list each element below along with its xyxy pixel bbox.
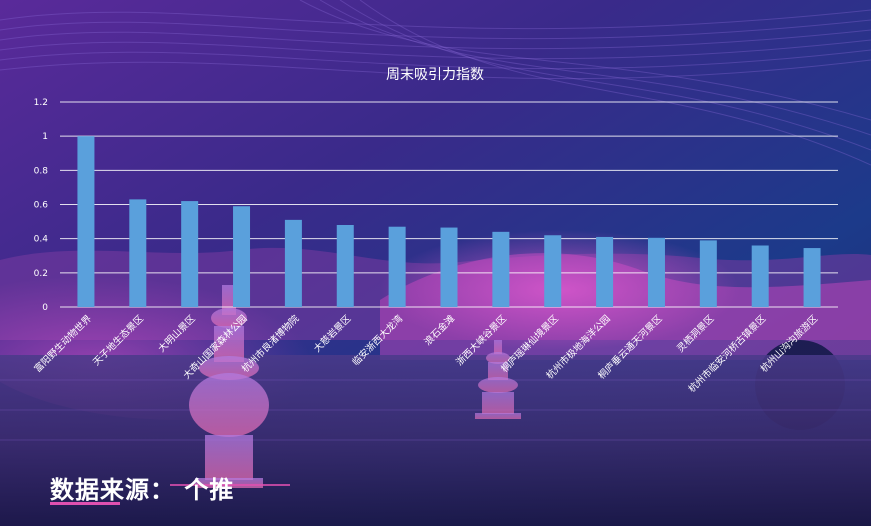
bar xyxy=(803,248,821,307)
y-axis-ticks: 0 0.2 0.4 0.6 0.8 1 1.2 xyxy=(34,98,49,313)
x-category-label: 浪石金滩 xyxy=(422,312,458,348)
chart-title: 周末吸引力指数 xyxy=(386,67,484,83)
bar xyxy=(492,231,510,307)
x-category-label: 天子地生态景区 xyxy=(90,312,146,368)
x-category-label: 大明山景区 xyxy=(156,312,198,354)
bar xyxy=(336,225,354,307)
bar xyxy=(284,219,302,307)
y-tick-label: 0 xyxy=(42,303,48,313)
y-tick-label: 1 xyxy=(42,132,48,142)
x-category-label: 临安浙西大龙湾 xyxy=(350,312,406,368)
bar xyxy=(388,226,406,307)
bar xyxy=(647,237,665,307)
bar xyxy=(77,136,95,307)
x-category-label: 浙西大峡谷景区 xyxy=(453,312,509,368)
bars xyxy=(77,136,821,307)
bar xyxy=(544,235,562,307)
bar xyxy=(699,240,717,307)
y-tick-label: 1.2 xyxy=(34,98,48,108)
x-category-label: 富阳野生动物世界 xyxy=(32,312,95,375)
source-caption: 数据来源： 个推 xyxy=(50,476,235,504)
x-category-label: 灵栖洞景区 xyxy=(674,312,716,354)
bar xyxy=(129,199,147,307)
y-tick-label: 0.4 xyxy=(34,235,49,245)
y-tick-label: 0.2 xyxy=(34,269,48,279)
bar xyxy=(181,201,199,307)
bar xyxy=(440,227,458,307)
y-tick-label: 0.6 xyxy=(34,201,49,211)
x-category-label: 大慈岩景区 xyxy=(311,312,353,354)
bar xyxy=(596,236,614,307)
bar xyxy=(233,206,251,307)
y-tick-label: 0.8 xyxy=(34,166,49,176)
bar xyxy=(751,245,769,307)
